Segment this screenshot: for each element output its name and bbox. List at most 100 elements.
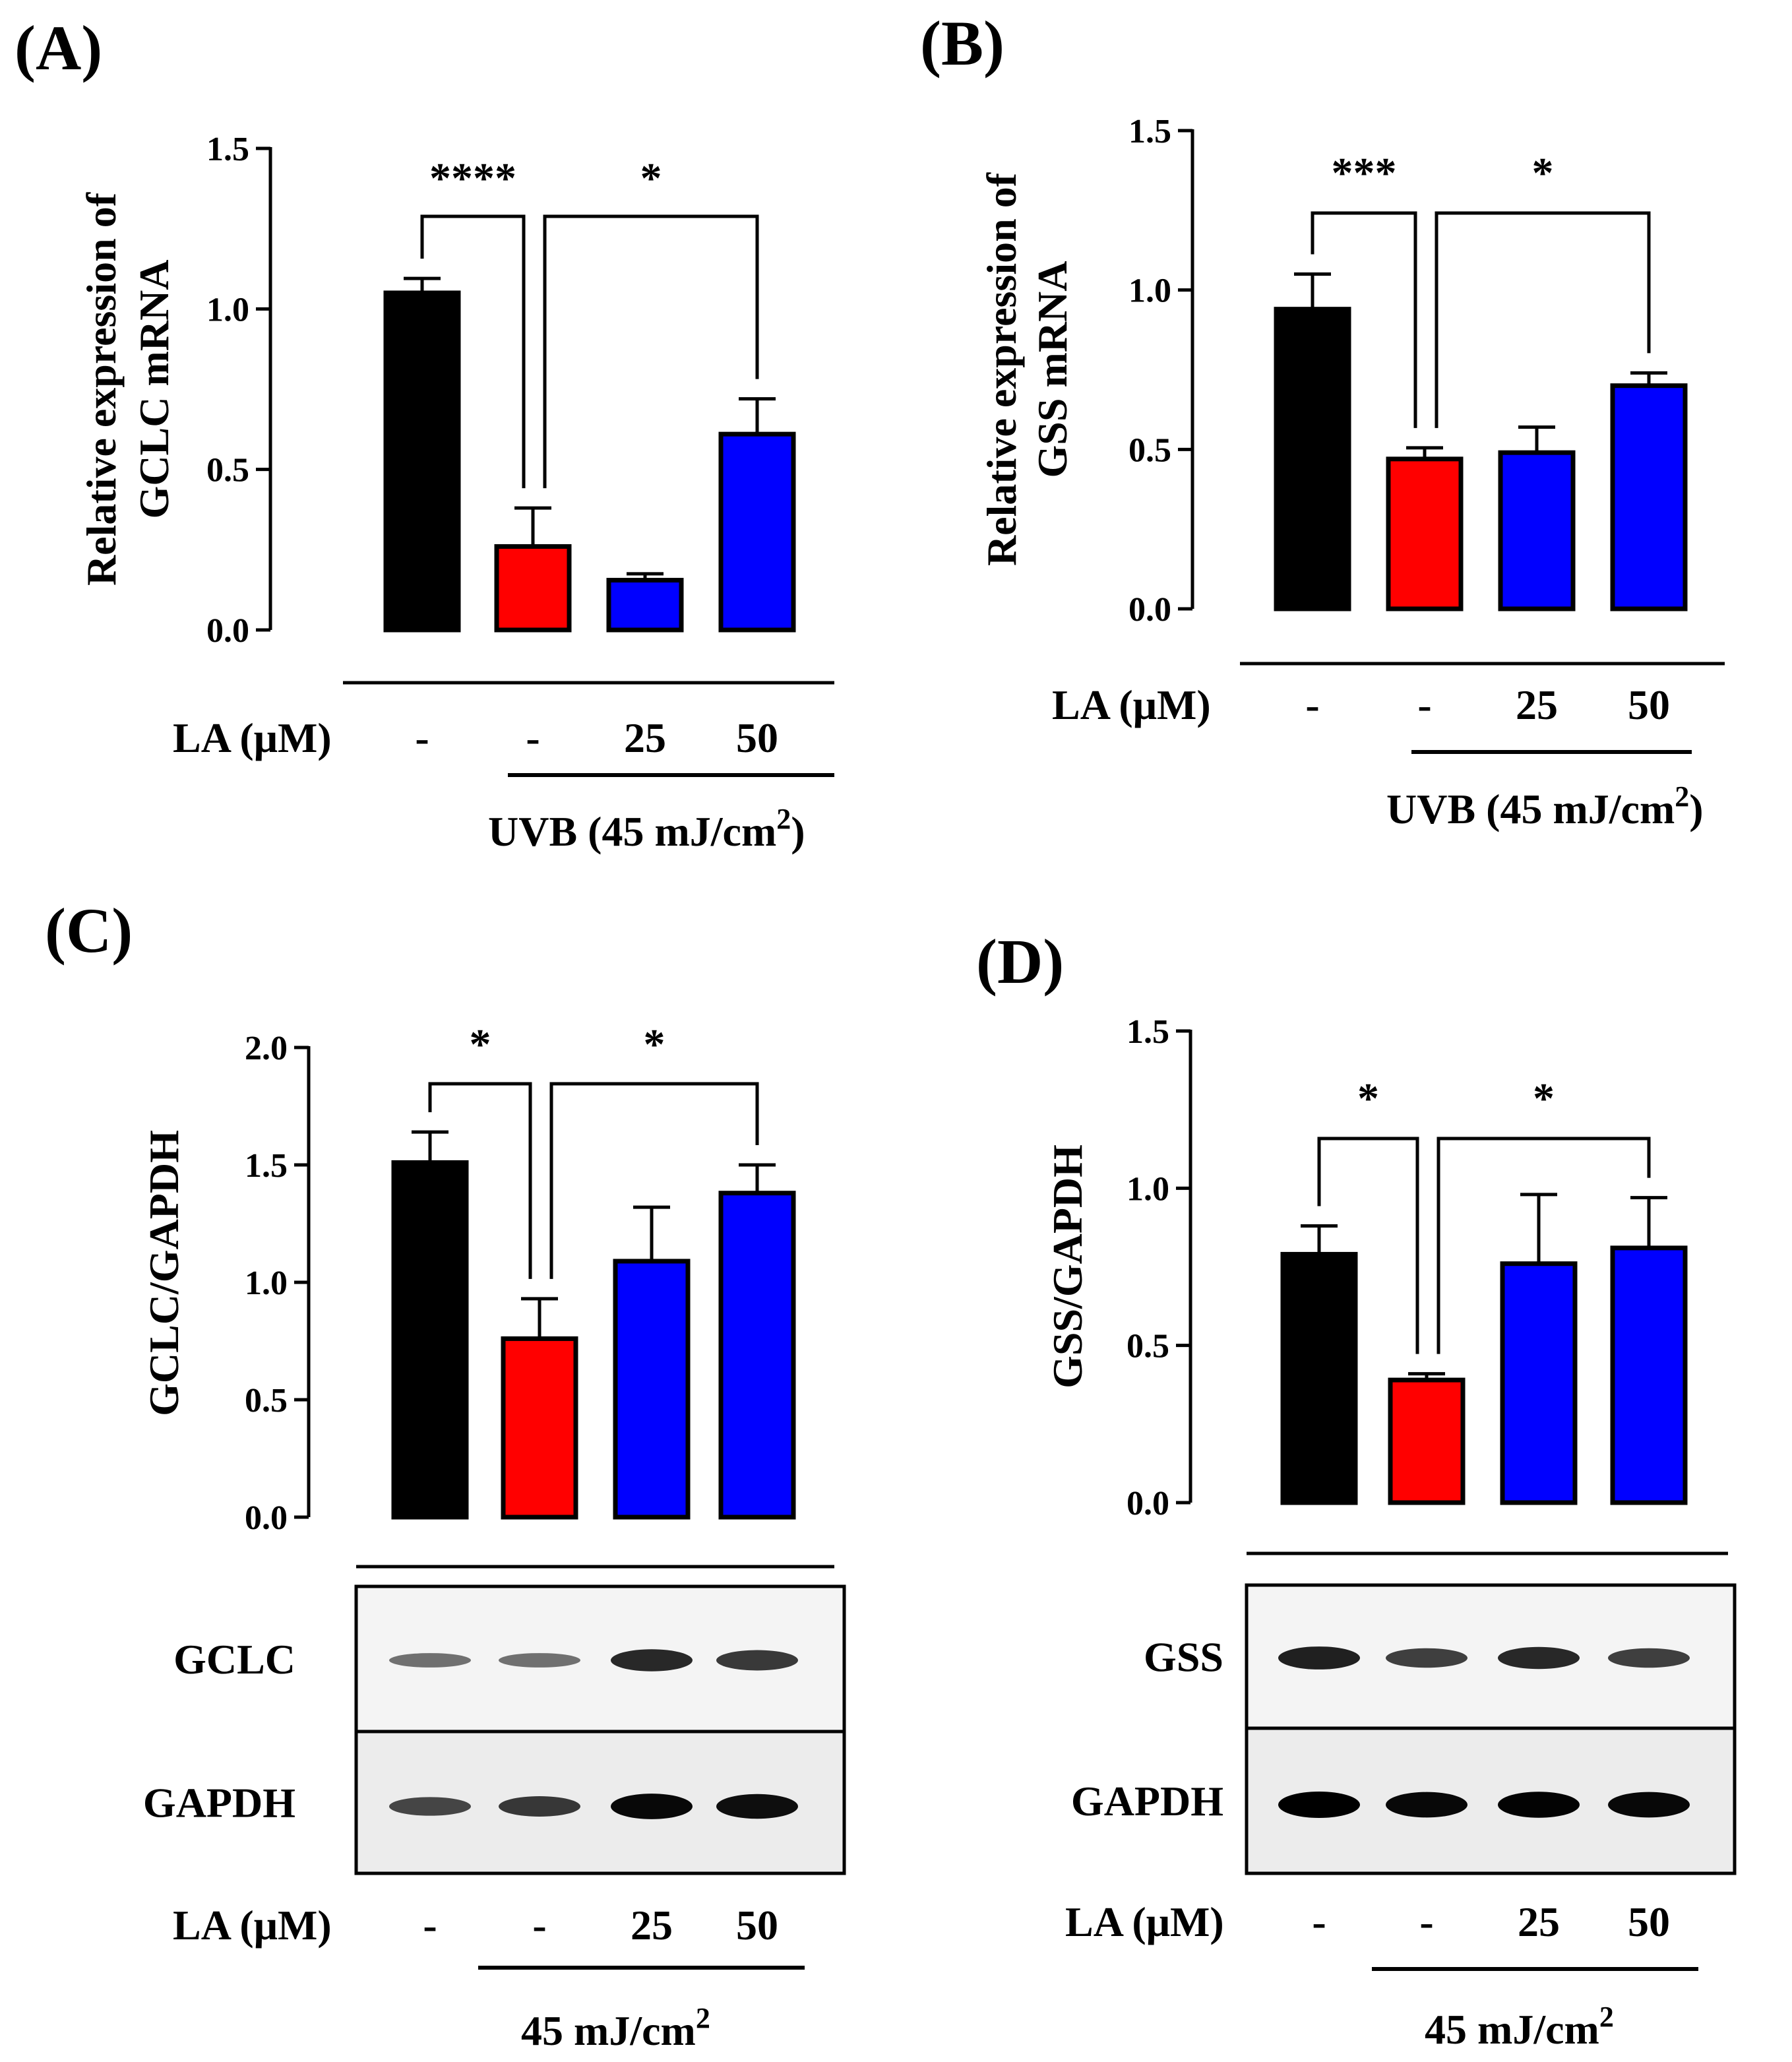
significance-bracket — [543, 214, 759, 489]
y-tick-label: 1.0 — [1127, 1170, 1169, 1208]
la-label: LA (μM) — [1065, 1898, 1224, 1945]
y-axis-title: Relative expression of — [78, 192, 125, 586]
significance-label: * — [470, 1020, 491, 1069]
blot-band — [499, 1796, 580, 1817]
chart-panel-c: (C) GCLC/GAPDH 0.0 0.5 1.0 1.5 2.0 * * GCLC GAPDH L… — [45, 895, 846, 2054]
y-axis-title: Relative expression of — [978, 172, 1025, 566]
blot-band — [1386, 1792, 1468, 1818]
blot-band — [1608, 1648, 1690, 1668]
blot-label: GAPDH — [1071, 1778, 1223, 1825]
significance-label: * — [640, 154, 662, 203]
y-tick-label: 1.0 — [1128, 272, 1171, 310]
blot-band — [499, 1653, 580, 1668]
la-value: 50 — [1628, 681, 1670, 728]
uvb-text: 45 mJ/cm — [521, 2007, 696, 2054]
la-value: - — [415, 714, 429, 761]
uvb-close: ) — [791, 808, 805, 855]
panel-letter: (C) — [45, 895, 133, 966]
bar-3 — [1500, 1261, 1578, 1505]
significance-bracket — [1437, 1137, 1651, 1354]
y-axis-title: GCLC mRNA — [131, 260, 177, 519]
bar-2 — [1386, 456, 1464, 611]
la-value: - — [526, 714, 540, 761]
y-tick-label: 1.0 — [206, 291, 249, 328]
significance-label: *** — [1332, 149, 1397, 197]
bar-4 — [718, 1191, 796, 1520]
bar-4 — [1610, 1245, 1688, 1505]
bar-3 — [606, 578, 684, 633]
uvb-text: 45 mJ/cm — [1425, 2006, 1599, 2053]
significance-bracket — [420, 214, 526, 489]
blot-band — [1498, 1792, 1580, 1818]
la-value: 25 — [631, 1902, 673, 1949]
significance-bracket — [1317, 1137, 1419, 1354]
significance-bracket — [1435, 211, 1651, 428]
y-tick-label: 0.5 — [206, 452, 249, 489]
blot-label: GAPDH — [143, 1780, 295, 1827]
y-tick-label: 0.0 — [1127, 1485, 1169, 1522]
bar-3 — [613, 1259, 691, 1520]
y-axis-title: GSS mRNA — [1029, 261, 1076, 478]
uvb-superscript: 2 — [1675, 780, 1689, 813]
uvb-text: UVB (45 mJ/cm — [488, 808, 776, 855]
uvb-label: 45 mJ/cm2 — [1425, 2001, 1614, 2053]
significance-bracket — [549, 1082, 759, 1279]
la-value: 25 — [1518, 1898, 1560, 1945]
blot-band — [1386, 1648, 1468, 1668]
chart-panel-b: (B) Relative expression of GSS mRNA 0.0 0.5 1… — [920, 8, 1725, 832]
uvb-text: UVB (45 mJ/cm — [1386, 786, 1675, 832]
la-value: - — [1312, 1898, 1326, 1945]
y-tick-label: 0.5 — [1128, 431, 1171, 469]
bar-4 — [1610, 383, 1688, 611]
la-value: - — [1417, 681, 1431, 728]
significance-bracket — [428, 1082, 532, 1279]
uvb-close: ) — [1689, 786, 1703, 832]
bar-1 — [1280, 1251, 1358, 1505]
bar-1 — [391, 1160, 469, 1520]
significance-label: **** — [429, 154, 516, 203]
la-value: - — [532, 1902, 546, 1949]
chart-panel-a: (A) Relative expression of GCLC mRNA 0.0 0.5… — [15, 13, 834, 855]
uvb-label: 45 mJ/cm2 — [521, 2002, 710, 2054]
blot-band — [611, 1794, 693, 1819]
bar-1 — [1274, 307, 1351, 611]
y-tick-label: 1.0 — [245, 1265, 288, 1302]
blot-band — [1278, 1646, 1360, 1670]
significance-bracket — [1311, 211, 1417, 428]
y-axis-title: GSS/GAPDH — [1044, 1144, 1091, 1389]
significance-label: * — [1533, 1075, 1555, 1123]
chart-panel-d: (D) GSS/GAPDH 0.0 0.5 1.0 1.5 * * GSS GAPDH LA (μM… — [976, 926, 1737, 2053]
la-label: LA (μM) — [173, 714, 332, 761]
blot-label: GCLC — [173, 1636, 295, 1683]
y-tick-label: 0.5 — [1127, 1328, 1169, 1365]
blot-band — [389, 1797, 471, 1816]
blot-band — [1498, 1646, 1580, 1670]
y-tick-label: 0.0 — [245, 1499, 288, 1537]
significance-label: * — [1532, 149, 1554, 197]
bar-3 — [1498, 450, 1576, 611]
blot-band — [611, 1649, 693, 1671]
bar-2 — [1388, 1377, 1466, 1505]
blot-band — [716, 1794, 798, 1819]
y-tick-label: 1.5 — [245, 1147, 288, 1185]
uvb-superscript: 2 — [696, 2002, 710, 2034]
blot-band — [1278, 1792, 1360, 1818]
significance-label: * — [644, 1020, 665, 1069]
uvb-superscript: 2 — [1599, 2001, 1614, 2033]
blot-band — [716, 1650, 798, 1671]
blot-band — [389, 1653, 471, 1668]
y-tick-label: 1.5 — [1128, 113, 1171, 150]
bar-4 — [718, 431, 796, 633]
blot-label: GSS — [1144, 1634, 1223, 1681]
bar-1 — [383, 290, 461, 633]
panel-letter: (D) — [976, 926, 1064, 997]
la-value: 25 — [624, 714, 666, 761]
la-label: LA (μM) — [1052, 681, 1211, 728]
bar-2 — [494, 544, 572, 633]
panel-letter: (A) — [15, 13, 102, 83]
la-value: - — [1419, 1898, 1433, 1945]
y-tick-label: 0.0 — [1128, 591, 1171, 629]
blot-band — [1608, 1792, 1690, 1818]
la-label: LA (μM) — [173, 1902, 332, 1949]
